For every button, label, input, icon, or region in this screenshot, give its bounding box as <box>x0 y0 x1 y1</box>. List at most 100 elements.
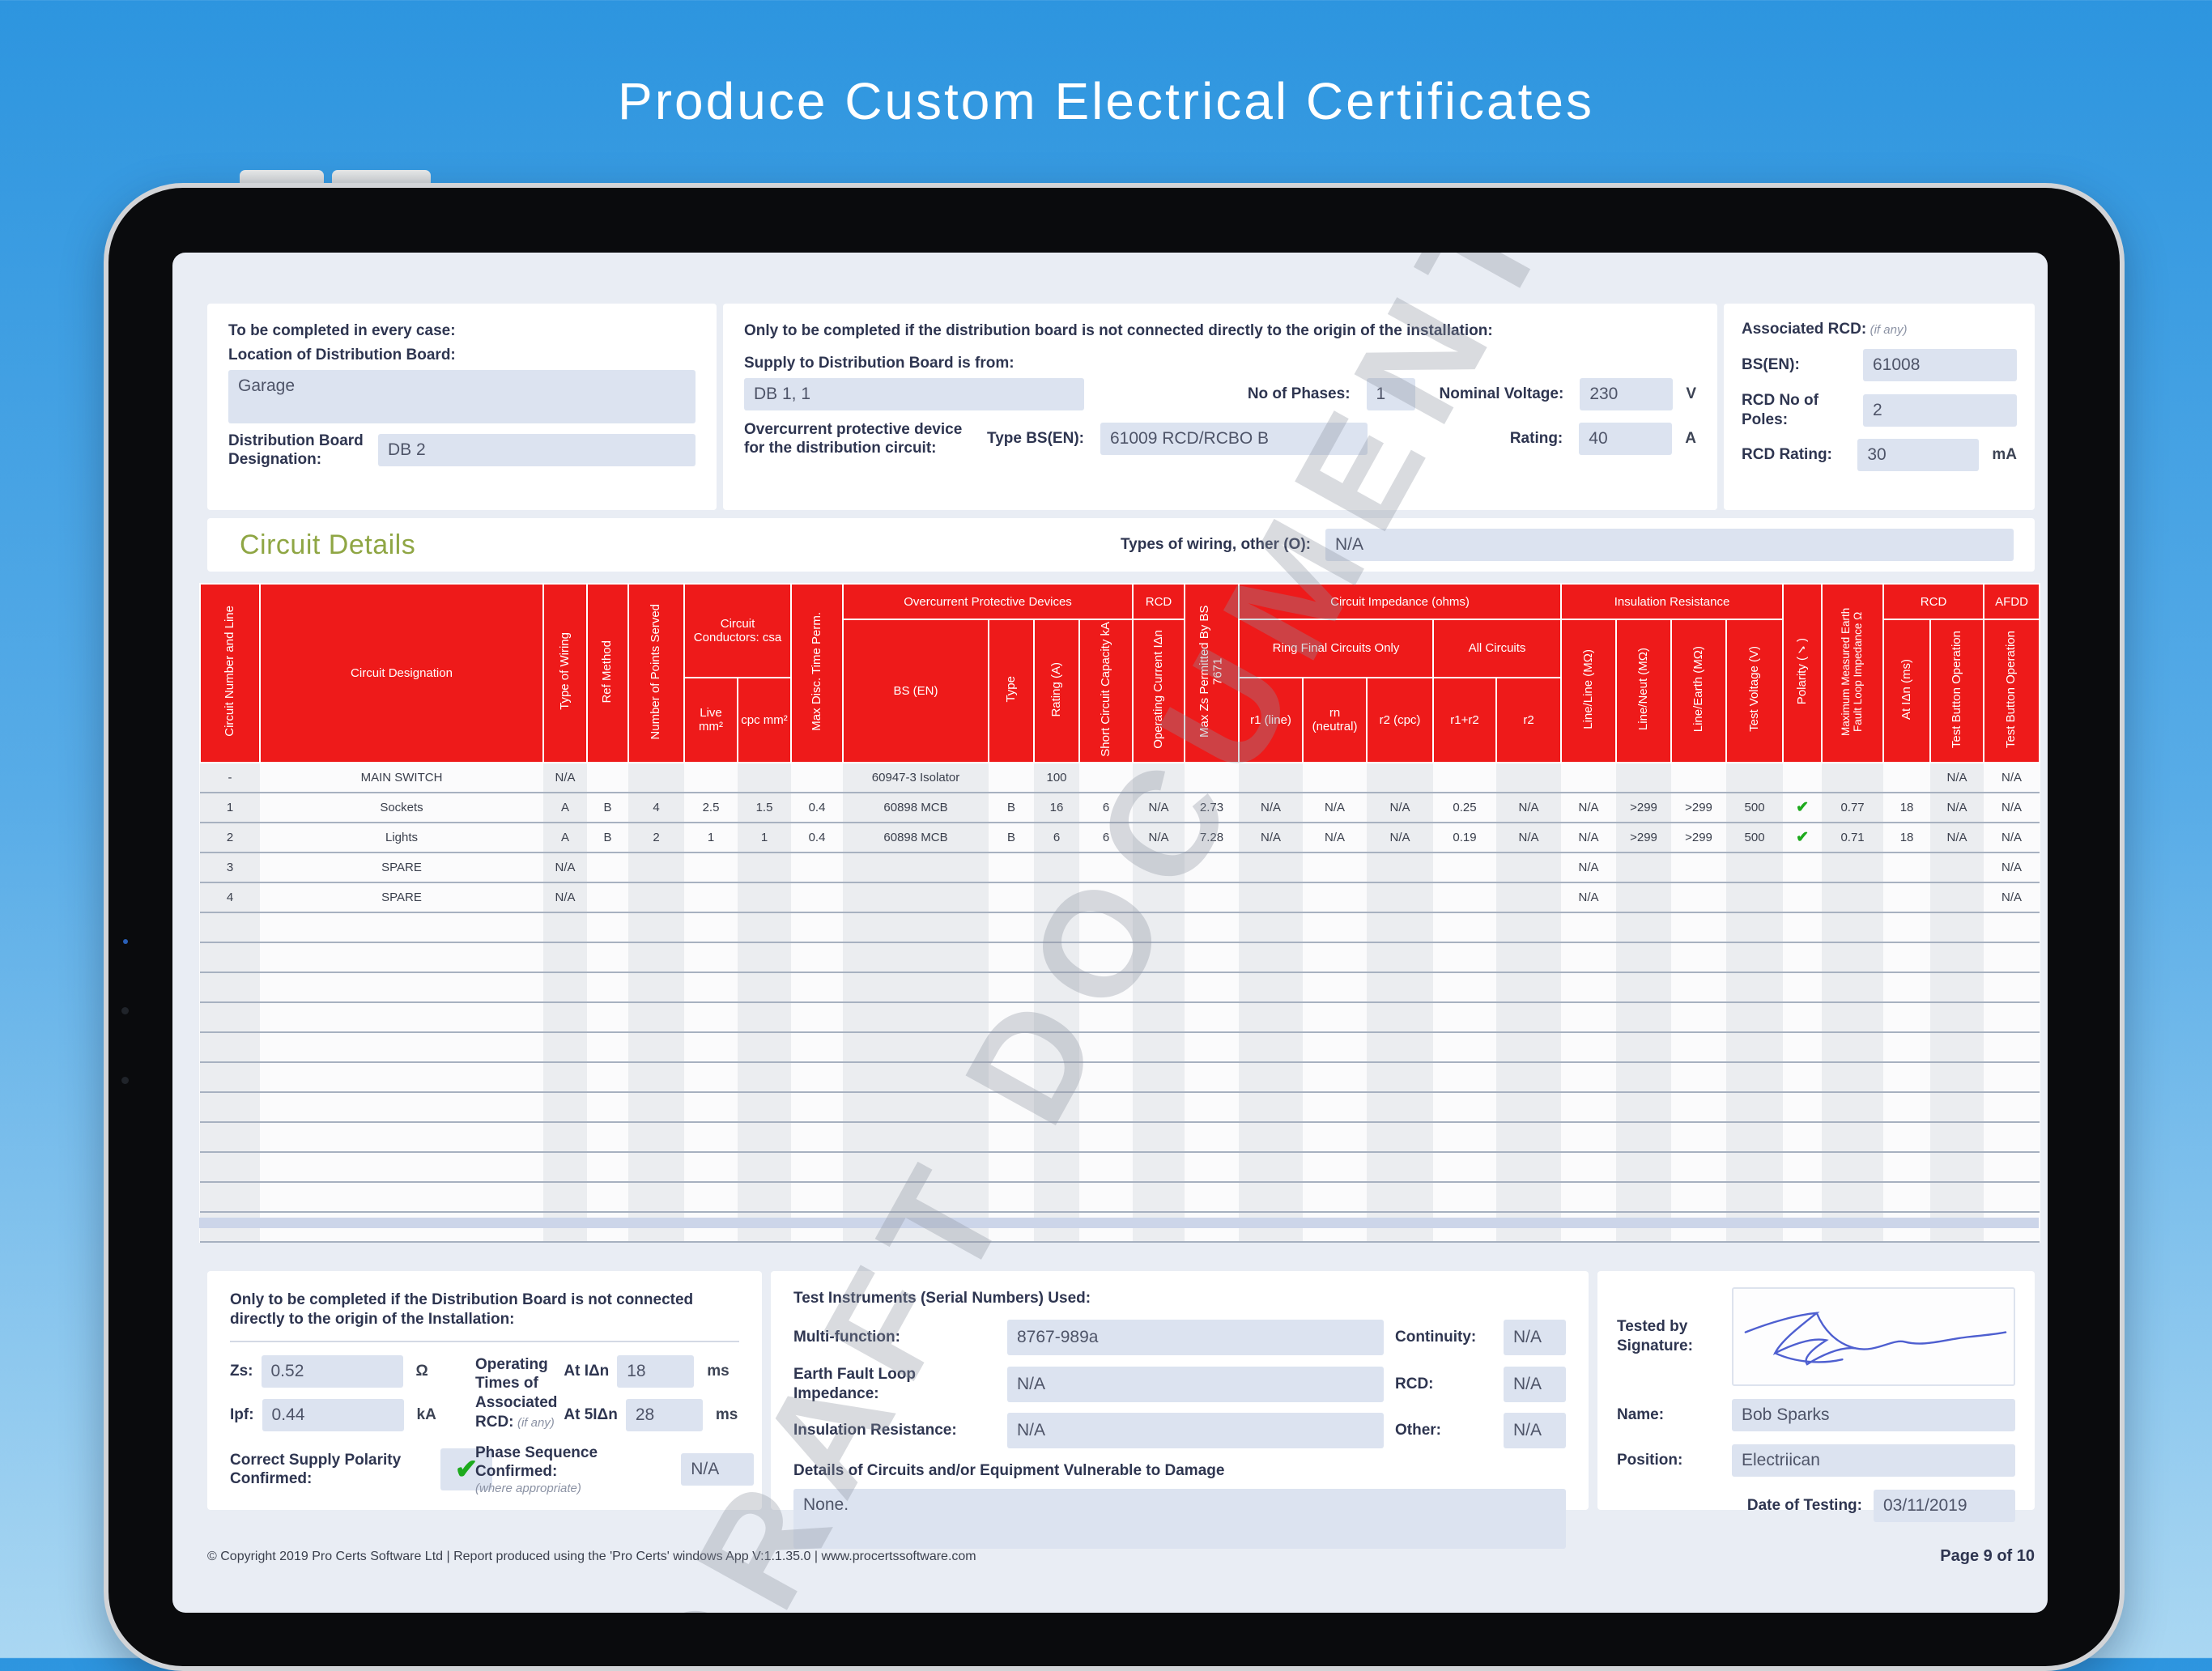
bezel-camera-dot-2 <box>121 1077 129 1084</box>
at-idn-label: At IΔn <box>564 1362 610 1380</box>
rcd-bsen-input[interactable]: 61008 <box>1863 348 2017 381</box>
rcd-bsen-label: BS(EN): <box>1742 355 1800 373</box>
rcd-rating-label: RCD Rating: <box>1742 446 1832 464</box>
col-rn-neutral: rn (neutral) <box>1302 676 1368 763</box>
col-type: Type <box>988 619 1035 763</box>
divider <box>230 1340 739 1342</box>
panel-test-instruments: Test Instruments (Serial Numbers) Used: … <box>771 1271 1589 1549</box>
table-row: - MAIN SWITCH N/A 60947-3 Isolator 100 N/A N/A <box>200 762 2040 793</box>
panel-supply-tests: Only to be completed if the Distribution… <box>207 1271 762 1510</box>
rating-input[interactable]: 40 <box>1579 423 1673 456</box>
phase-sequence-input[interactable]: N/A <box>681 1453 755 1486</box>
col-scc: Short Circuit Capacity kA <box>1078 619 1134 763</box>
phases-input[interactable]: 1 <box>1366 377 1415 410</box>
table-row: 1 Sockets A B 4 2.5 1.5 0.4 60898 MCB B 16 6 N/A 2.73… <box>200 792 2040 823</box>
type-bsen-label: Type BS(EN): <box>987 430 1084 448</box>
rcd-instrument-input[interactable]: N/A <box>1504 1366 1566 1402</box>
ipf-label: Ipf: <box>230 1406 254 1424</box>
at-idn-input[interactable]: 18 <box>617 1354 695 1388</box>
associated-rcd-note: (if any) <box>1870 323 1908 337</box>
location-label: Location of Distribution Board: <box>228 346 456 364</box>
col-rating: Rating (A) <box>1033 619 1080 763</box>
polarity-confirmed-row: Correct Supply Polarity Confirmed: ✔ <box>230 1448 557 1491</box>
ipf-unit: kA <box>416 1406 436 1424</box>
efli-input[interactable]: N/A <box>1007 1366 1384 1402</box>
at-idn-row: At IΔn 18 ms <box>564 1354 754 1388</box>
test-results-section: Only to be completed if the Distribution… <box>207 1271 2035 1549</box>
col-line-earth: Line/Earth (MΩ) <box>1670 619 1728 763</box>
vulnerable-label: Details of Circuits and/or Equipment Vul… <box>793 1462 1225 1480</box>
group-impedance: Circuit Impedance (ohms) <box>1238 583 1563 620</box>
group-all-circuits: All Circuits <box>1432 619 1563 678</box>
table-row <box>200 1001 2040 1033</box>
continuity-input[interactable]: N/A <box>1504 1319 1566 1355</box>
position-input[interactable]: Electriican <box>1732 1444 2015 1477</box>
voltage-input[interactable]: 230 <box>1580 377 1674 410</box>
circuit-table-header: Circuit Number and Line Circuit Designat… <box>199 583 2041 763</box>
phases-label: No of Phases: <box>1247 385 1351 402</box>
col-r1r2: r1+r2 <box>1432 676 1498 763</box>
panel-supply: Only to be completed if the distribution… <box>723 304 1717 510</box>
col-cpc: cpc mm² <box>737 676 792 763</box>
col-bs-en: BS (EN) <box>842 619 989 763</box>
col-line-neut: Line/Neut (MΩ) <box>1615 619 1673 763</box>
bezel-indicator-dot <box>123 939 128 944</box>
table-row <box>200 942 2040 973</box>
designation-label: Distribution Board Designation: <box>228 432 364 469</box>
voltage-label: Nominal Voltage: <box>1439 385 1564 402</box>
type-bsen-input[interactable]: 61009 RCD/RCBO B <box>1100 423 1368 456</box>
zs-label: Zs: <box>230 1362 253 1380</box>
associated-rcd-heading: Associated RCD: <box>1742 321 1867 338</box>
group-rcd-left: RCD <box>1132 583 1186 620</box>
page-number: Page 9 of 10 <box>1940 1547 2035 1565</box>
zs-input[interactable]: 0.52 <box>261 1354 403 1388</box>
location-input[interactable]: Garage <box>228 369 696 423</box>
panel-associated-rcd: Associated RCD: (if any) BS(EN): 61008 R… <box>1724 304 2035 510</box>
signature-box[interactable] <box>1732 1287 2015 1386</box>
polarity-confirmed-checkbox[interactable]: ✔ <box>440 1448 492 1491</box>
rcd-rating-input[interactable]: 30 <box>1857 439 1980 472</box>
name-input[interactable]: Bob Sparks <box>1732 1399 2015 1431</box>
voltage-unit: V <box>1686 385 1696 402</box>
group-afdd: AFDD <box>1983 583 2041 620</box>
col-op-current: Operating Current IΔn <box>1132 619 1186 763</box>
report-footer: © Copyright 2019 Pro Certs Software Ltd … <box>207 1546 2035 1567</box>
at-5idn-input[interactable]: 28 <box>625 1399 703 1432</box>
other-instrument-input[interactable]: N/A <box>1504 1413 1566 1449</box>
table-row <box>200 1031 2040 1063</box>
col-designation: Circuit Designation <box>259 583 544 763</box>
vulnerable-input[interactable]: None. <box>793 1489 1566 1549</box>
table-row <box>200 1151 2040 1183</box>
rcd-rating-unit: mA <box>1992 446 2017 464</box>
ir-instrument-input[interactable]: N/A <box>1007 1413 1384 1449</box>
bezel-camera-dot <box>121 1007 129 1014</box>
supply-from-input[interactable]: DB 1, 1 <box>744 377 1084 410</box>
rcd-poles-input[interactable]: 2 <box>1863 393 2017 427</box>
circuit-table: Circuit Number and Line Circuit Designat… <box>199 583 2041 1243</box>
date-input[interactable]: 03/11/2019 <box>1874 1490 2015 1522</box>
operating-times-label-block: Operating Times of Associated RCD: (if a… <box>475 1355 558 1431</box>
supply-from-label: Supply to Distribution Board is from: <box>744 354 1015 372</box>
signature-label: Tested by Signature: <box>1617 1318 1693 1354</box>
col-line-line: Line/Line (MΩ) <box>1560 619 1618 763</box>
at-5idn-row: At 5IΔn 28 ms <box>564 1399 754 1432</box>
col-at-idn: At IΔn (ms) <box>1882 619 1932 763</box>
col-points-served: Number of Points Served <box>627 583 685 763</box>
col-r1-line: r1 (line) <box>1238 676 1304 763</box>
page-title: Produce Custom Electrical Certificates <box>618 72 1594 130</box>
col-circuit-number: Circuit Number and Line <box>199 583 261 763</box>
ipf-input[interactable]: 0.44 <box>262 1399 404 1432</box>
wiring-other-input[interactable]: N/A <box>1325 529 2014 561</box>
zs-unit: Ω <box>415 1362 428 1380</box>
designation-input[interactable]: DB 2 <box>378 434 696 467</box>
rcd-poles-label: RCD No of Poles: <box>1742 391 1819 428</box>
multi-function-input[interactable]: 8767-989a <box>1007 1319 1384 1355</box>
certificate-document: To be completed in every case: Location … <box>172 253 2048 1613</box>
table-row <box>200 972 2040 1003</box>
table-row: 4 SPARE N/A N/A N/A <box>200 882 2040 913</box>
group-insulation: Insulation Resistance <box>1560 583 1784 620</box>
polarity-check-icon: ✔ <box>1783 822 1823 853</box>
col-rcd-test-button: Test Button Operation <box>1929 619 1985 763</box>
rating-unit: A <box>1685 430 1696 448</box>
instruments-heading: Test Instruments (Serial Numbers) Used: <box>793 1290 1091 1307</box>
